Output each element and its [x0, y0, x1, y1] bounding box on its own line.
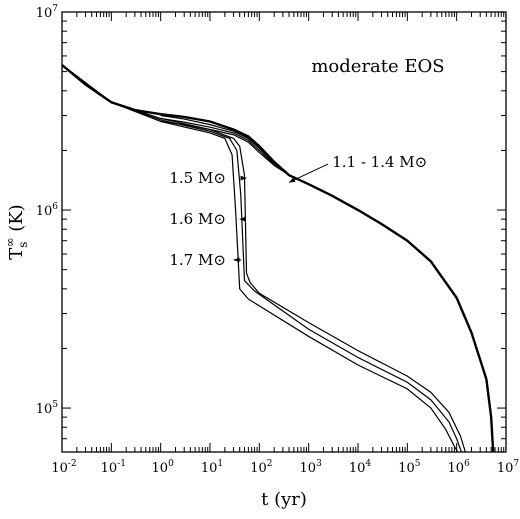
x-tick-label: 101 [201, 459, 223, 476]
arrow-head-0 [289, 177, 296, 183]
curve-label-1: 1.5 M⊙ [169, 169, 226, 187]
series-line-3 [160, 120, 290, 176]
curve-labels: 1.1 - 1.4 M⊙ 1.5 M⊙ 1.6 M⊙ 1.7 M⊙ [169, 153, 427, 269]
x-tick-label: 10-2 [51, 459, 76, 476]
series-line-1 [160, 114, 290, 176]
arrow-head-1 [240, 175, 247, 181]
curve-label-0: 1.1 - 1.4 M⊙ [332, 153, 427, 171]
label-arrow-0 [288, 163, 329, 183]
y-axis-label: Ts∞ (K) [3, 204, 30, 259]
arrow-head-2 [239, 216, 246, 222]
eos-annotation: moderate EOS [311, 56, 444, 77]
series-line-0 [61, 64, 495, 453]
x-axis-label: t (yr) [261, 489, 307, 510]
curve-label-3: 1.7 M⊙ [169, 251, 226, 269]
y-tick-label: 106 [36, 202, 59, 219]
x-tick-label: 104 [349, 459, 372, 476]
x-tick-label: 10-1 [101, 459, 126, 476]
x-tick-label: 103 [300, 459, 323, 476]
curve-label-2: 1.6 M⊙ [169, 210, 226, 228]
plot-frame [61, 11, 507, 453]
y-tick-label: 107 [36, 4, 59, 21]
series-line-5 [61, 64, 463, 453]
arrow-head-3 [233, 257, 240, 263]
series-line-6 [61, 64, 459, 453]
y-tick-label: 105 [36, 400, 59, 417]
series-line-2 [160, 117, 290, 176]
x-tick-label: 107 [497, 459, 520, 476]
x-tick-label: 105 [398, 459, 421, 476]
x-tick-label: 102 [250, 459, 272, 476]
plot-curves [61, 64, 495, 453]
axis-ticks [61, 11, 507, 453]
axis-tick-labels: 10-2 10-1 100 101 102 103 104 105 106 107 105 106 10… [36, 4, 520, 476]
series-line-4 [61, 64, 466, 453]
x-tick-label: 106 [448, 459, 471, 476]
x-tick-label: 100 [152, 459, 175, 476]
